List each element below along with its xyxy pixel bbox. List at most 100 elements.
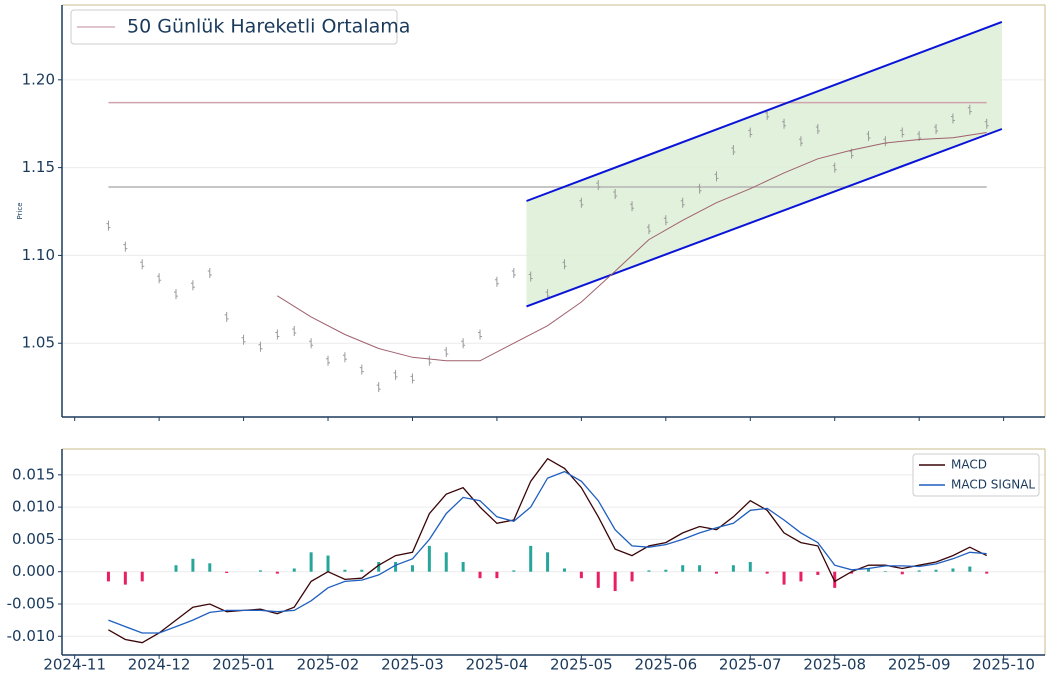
histogram-bar <box>765 571 769 574</box>
price-bar <box>511 267 516 278</box>
legend-box <box>70 9 398 45</box>
y-tick-label: 1.20 <box>22 70 55 88</box>
price-bar <box>342 352 347 363</box>
price-bar <box>562 259 567 270</box>
price-bar <box>697 183 702 194</box>
histogram-bar <box>225 571 229 573</box>
price-bar <box>663 215 668 226</box>
price-bar <box>967 104 972 115</box>
price-bar <box>359 364 364 375</box>
histogram-bar <box>782 571 786 585</box>
price-bar <box>731 145 736 156</box>
price-bar <box>630 201 635 212</box>
histogram-bar <box>681 565 685 572</box>
x-tick-label: 2024-11 <box>43 656 106 674</box>
histogram-bar <box>579 571 583 579</box>
histogram-bar <box>613 571 617 592</box>
legend: MACD MACD SIGNAL <box>912 453 1040 497</box>
channel-line <box>526 128 1003 308</box>
series-line <box>108 470 987 634</box>
histogram-bar <box>512 570 516 572</box>
price-bar <box>309 338 314 349</box>
price-bar <box>579 197 584 208</box>
histogram-bar <box>478 571 482 579</box>
price-bar <box>275 329 280 340</box>
price-bar <box>140 259 145 270</box>
x-tick-label: 2025-03 <box>381 656 444 674</box>
histogram-bar <box>731 565 735 572</box>
price-bar <box>258 341 263 352</box>
histogram-bar <box>698 565 702 572</box>
channel-fill <box>526 21 1002 307</box>
histogram-bar <box>748 562 752 572</box>
x-tick-label: 2025-07 <box>719 656 782 674</box>
price-bar <box>782 118 787 129</box>
price-bar <box>174 289 179 300</box>
histogram-bar <box>106 571 110 582</box>
x-tick-label: 2025-08 <box>803 656 866 674</box>
histogram-bar <box>883 571 887 572</box>
price-bar <box>157 273 162 284</box>
price-bar <box>613 188 618 199</box>
price-bar <box>934 123 939 134</box>
histogram-bar <box>714 571 718 574</box>
histogram-bar <box>934 569 938 572</box>
y-axis-label: Price <box>16 202 24 219</box>
price-bar <box>984 118 989 129</box>
histogram-bar <box>377 562 381 572</box>
legend: 50 Günlük Hareketli Ortalama <box>70 9 410 45</box>
y-tick-label: 0.015 <box>12 465 55 483</box>
price-bar <box>765 109 770 120</box>
x-tick-label: 2025-04 <box>466 656 529 674</box>
price-bar <box>123 241 128 252</box>
y-tick-label: 0.005 <box>12 530 55 548</box>
histogram-bar <box>985 571 989 574</box>
price-bar <box>900 127 905 138</box>
x-tick-label: 2025-09 <box>888 656 951 674</box>
histogram-bar <box>360 569 364 572</box>
histogram-bar <box>562 568 566 572</box>
histogram-bar <box>951 568 955 572</box>
price-bar <box>866 131 871 142</box>
price-bar <box>326 355 331 366</box>
price-bar <box>748 127 753 138</box>
histogram-bar <box>343 569 347 572</box>
histogram-bar <box>799 571 803 582</box>
price-bar <box>798 136 803 147</box>
histogram-bar <box>292 568 296 572</box>
price-bar <box>461 338 466 349</box>
price-bar <box>646 224 651 235</box>
price-bar <box>545 289 550 300</box>
histogram-bar <box>968 566 972 572</box>
x-tick-label: 2025-05 <box>550 656 613 674</box>
price-bar <box>292 325 297 336</box>
histogram-bar <box>174 565 178 572</box>
y-tick-label: 0.010 <box>12 498 55 516</box>
histogram-bar <box>326 555 330 572</box>
price-bar <box>528 271 533 282</box>
series-line <box>108 457 987 644</box>
histogram-bar <box>917 570 921 572</box>
histogram-bar <box>866 568 870 572</box>
x-tick-label: 2025-10 <box>972 656 1035 674</box>
y-tick-label: 1.05 <box>22 334 55 352</box>
histogram-bar <box>140 571 144 582</box>
y-tick-label: 0.000 <box>12 562 55 580</box>
histogram-bar <box>394 562 398 572</box>
histogram-bar <box>529 545 533 572</box>
series-line <box>277 132 987 362</box>
histogram-bar <box>850 571 854 574</box>
channel-line <box>526 20 1003 202</box>
price-bar <box>207 267 212 278</box>
price-bar <box>950 113 955 124</box>
y-tick-label: -0.005 <box>7 594 55 612</box>
price-bar <box>494 276 499 287</box>
legend-label: MACD SIGNAL <box>951 478 1035 492</box>
price-bar <box>410 373 415 384</box>
histogram-bar <box>546 552 550 572</box>
histogram-bar <box>427 545 431 572</box>
histogram-bar <box>816 571 820 575</box>
price-bar <box>376 382 381 393</box>
